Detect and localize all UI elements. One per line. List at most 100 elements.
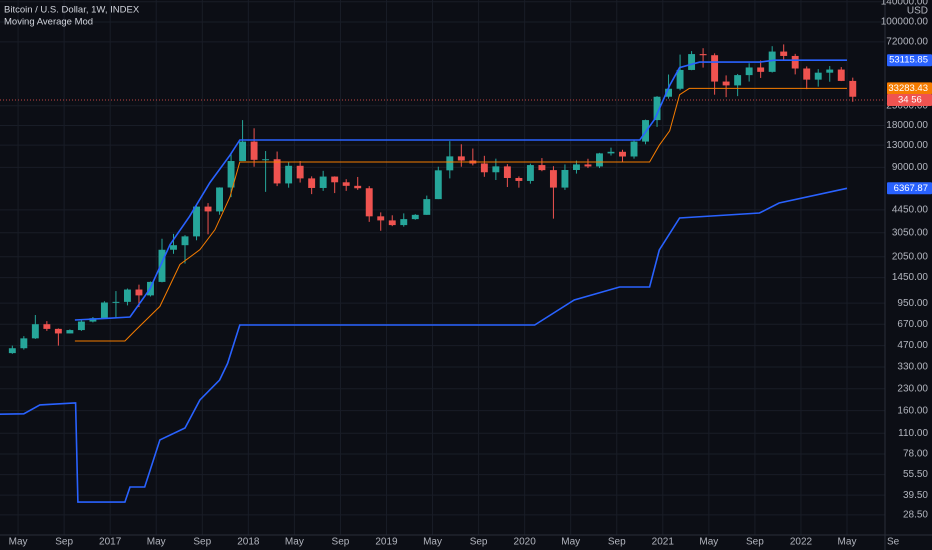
ma-line: [0, 187, 848, 503]
x-tick-label: May: [9, 537, 28, 548]
candle-body: [411, 214, 419, 220]
candle-body: [216, 187, 224, 212]
y-tick-label: 9000.00: [892, 162, 929, 173]
candle-body: [158, 249, 166, 282]
candle-body: [342, 182, 350, 186]
y-tick-label: 1450.00: [892, 272, 929, 283]
candle-body: [331, 176, 339, 183]
y-tick-label: 78.00: [903, 449, 928, 460]
candle-body: [377, 216, 385, 221]
candle-body: [239, 141, 247, 162]
candle-body: [607, 151, 615, 154]
candle-body: [354, 185, 362, 189]
candle-body: [549, 170, 557, 188]
x-tick-label: May: [423, 537, 442, 548]
candle-body: [319, 176, 327, 188]
candle-body: [572, 164, 580, 170]
x-tick-label: May: [285, 537, 304, 548]
x-tick-label: 2020: [514, 537, 537, 548]
candle-body: [100, 302, 108, 319]
candle-body: [745, 67, 753, 76]
candle-body: [388, 220, 396, 226]
axes: 140000.00100000.0072000.0025000.0018000.…: [9, 0, 932, 548]
candle-body: [308, 178, 316, 188]
ma-line: [74, 87, 847, 342]
price-label-box: [887, 54, 932, 67]
x-tick-label: 2019: [375, 537, 398, 548]
x-tick-label: Sep: [55, 537, 73, 548]
candle-body: [123, 289, 131, 302]
x-tick-label: 2018: [237, 537, 260, 548]
candle-body: [66, 330, 74, 334]
y-tick-label: 4450.00: [892, 205, 929, 216]
candle-body: [135, 289, 143, 296]
y-tick-label: 28.50: [903, 509, 928, 520]
candle-body: [711, 55, 719, 82]
y-tick-label: 18000.00: [886, 120, 928, 131]
candle-body: [630, 141, 638, 157]
price-label: 6367.87: [894, 183, 928, 194]
y-tick-label: 160.00: [897, 405, 928, 416]
x-tick-label: May: [838, 537, 857, 548]
candle-body: [757, 67, 765, 72]
candle-body: [837, 69, 845, 81]
candle-body: [446, 156, 454, 171]
candle-body: [503, 166, 511, 178]
candle-body: [8, 348, 16, 354]
y-tick-label: 110.00: [898, 428, 928, 439]
candle-body: [688, 54, 696, 70]
x-tick-label: Sep: [193, 537, 211, 548]
candle-body: [665, 88, 673, 97]
candle-body: [803, 68, 811, 80]
candle-body: [457, 156, 465, 161]
countdown-label: 34 56: [898, 94, 922, 105]
x-tick-label: Sep: [746, 537, 764, 548]
price-label-box: [887, 182, 932, 195]
ma-line: [74, 59, 847, 321]
y-tick-label: 39.50: [903, 490, 928, 501]
x-tick-label: May: [699, 537, 718, 548]
candle-body: [43, 324, 51, 329]
candle-body: [653, 96, 661, 121]
candle-body: [285, 165, 293, 184]
candle-body: [89, 318, 97, 322]
candle-body: [768, 51, 776, 72]
last-price-box: [887, 93, 932, 106]
x-tick-label: Sep: [608, 537, 626, 548]
candle-body: [722, 81, 730, 86]
candle-body: [193, 206, 200, 237]
candle-body: [365, 188, 373, 217]
candle-body: [791, 55, 799, 69]
candle-body: [734, 75, 742, 86]
candle-body: [619, 151, 626, 157]
x-tick-label: 2017: [99, 537, 122, 548]
y-tick-label: 13000.00: [886, 140, 928, 151]
candle-body: [423, 199, 431, 215]
candle-body: [526, 165, 534, 181]
candle-body: [20, 338, 28, 349]
candle-body: [584, 164, 592, 167]
x-tick-label: May: [561, 537, 580, 548]
chart-subtitle: Moving Average Mod: [4, 17, 93, 28]
candle-body: [538, 165, 546, 171]
candle-body: [227, 161, 235, 188]
candle-body: [181, 236, 189, 246]
candle-body: [492, 166, 500, 173]
y-tick-label: 230.00: [897, 383, 928, 394]
candle-body: [676, 69, 684, 89]
candle-body: [699, 54, 707, 56]
candle-body: [262, 159, 270, 161]
y-tick-label: 470.00: [897, 340, 928, 351]
price-label: 53115.85: [889, 55, 928, 66]
price-label: 33283.43: [888, 83, 928, 94]
candle-body: [400, 219, 408, 226]
y-tick-label: 55.50: [903, 469, 928, 480]
x-tick-label: 2022: [790, 537, 813, 548]
candle-body: [780, 51, 788, 56]
y-tick-label: 3050.00: [892, 227, 929, 238]
x-tick-label: May: [147, 537, 166, 548]
x-tick-label: Sep: [470, 537, 488, 548]
currency-label: USD: [907, 6, 928, 17]
